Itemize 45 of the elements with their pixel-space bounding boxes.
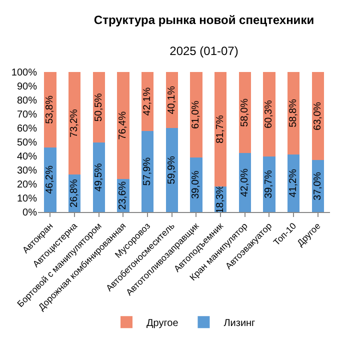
bar [117,72,130,179]
data-label: 46,2% [44,165,56,194]
data-label: 39,7% [264,170,275,198]
data-label: 49,5% [93,163,104,192]
chart-subtitle: 2025 (01-07) [170,44,238,58]
data-label: 50,5% [93,93,104,122]
bar [44,72,56,148]
data-label: 41,2% [288,168,299,198]
bar [68,72,81,174]
data-label: 61,0% [190,100,202,129]
data-label: 42,0% [239,168,250,197]
y-tick-label: 50% [16,138,38,148]
data-label: 58,0% [239,98,250,127]
data-label: 63,0% [312,102,324,130]
bar [214,72,227,186]
data-label: 73,2% [69,109,80,138]
y-tick-label: 100% [11,68,38,78]
data-label: 60,3% [264,100,275,128]
data-label: 59,9% [166,156,178,184]
data-label: 76,4% [118,111,129,140]
y-tick-label: 90% [16,82,38,92]
bar [263,72,276,156]
y-tick-label: 80% [16,96,38,106]
chart-title: Структура рынка новой спецтехники [94,12,314,27]
bar [44,147,56,212]
y-tick-label: 70% [16,110,38,120]
data-label: 58,8% [288,98,299,128]
legend-label: Лизинг [224,318,256,329]
y-tick-label: 40% [16,152,38,162]
data-label: 37,0% [312,172,324,200]
data-label: 39,0% [190,170,202,199]
data-label: 81,7% [215,114,226,144]
data-label: 26,8% [69,179,80,208]
y-tick-label: 60% [16,124,38,134]
data-label: 53,8% [44,95,56,124]
data-label: 40,1% [166,86,178,114]
y-tick-label: 30% [16,166,38,176]
y-tick-label: 0% [22,208,38,218]
bar [190,72,202,158]
data-label: 23,6% [118,181,129,210]
data-label: 57,9% [142,157,153,186]
data-label: 42,1% [142,87,153,116]
y-tick-label: 20% [16,180,38,190]
y-tick-label: 10% [16,194,38,204]
legend-label: Другое [146,318,179,329]
